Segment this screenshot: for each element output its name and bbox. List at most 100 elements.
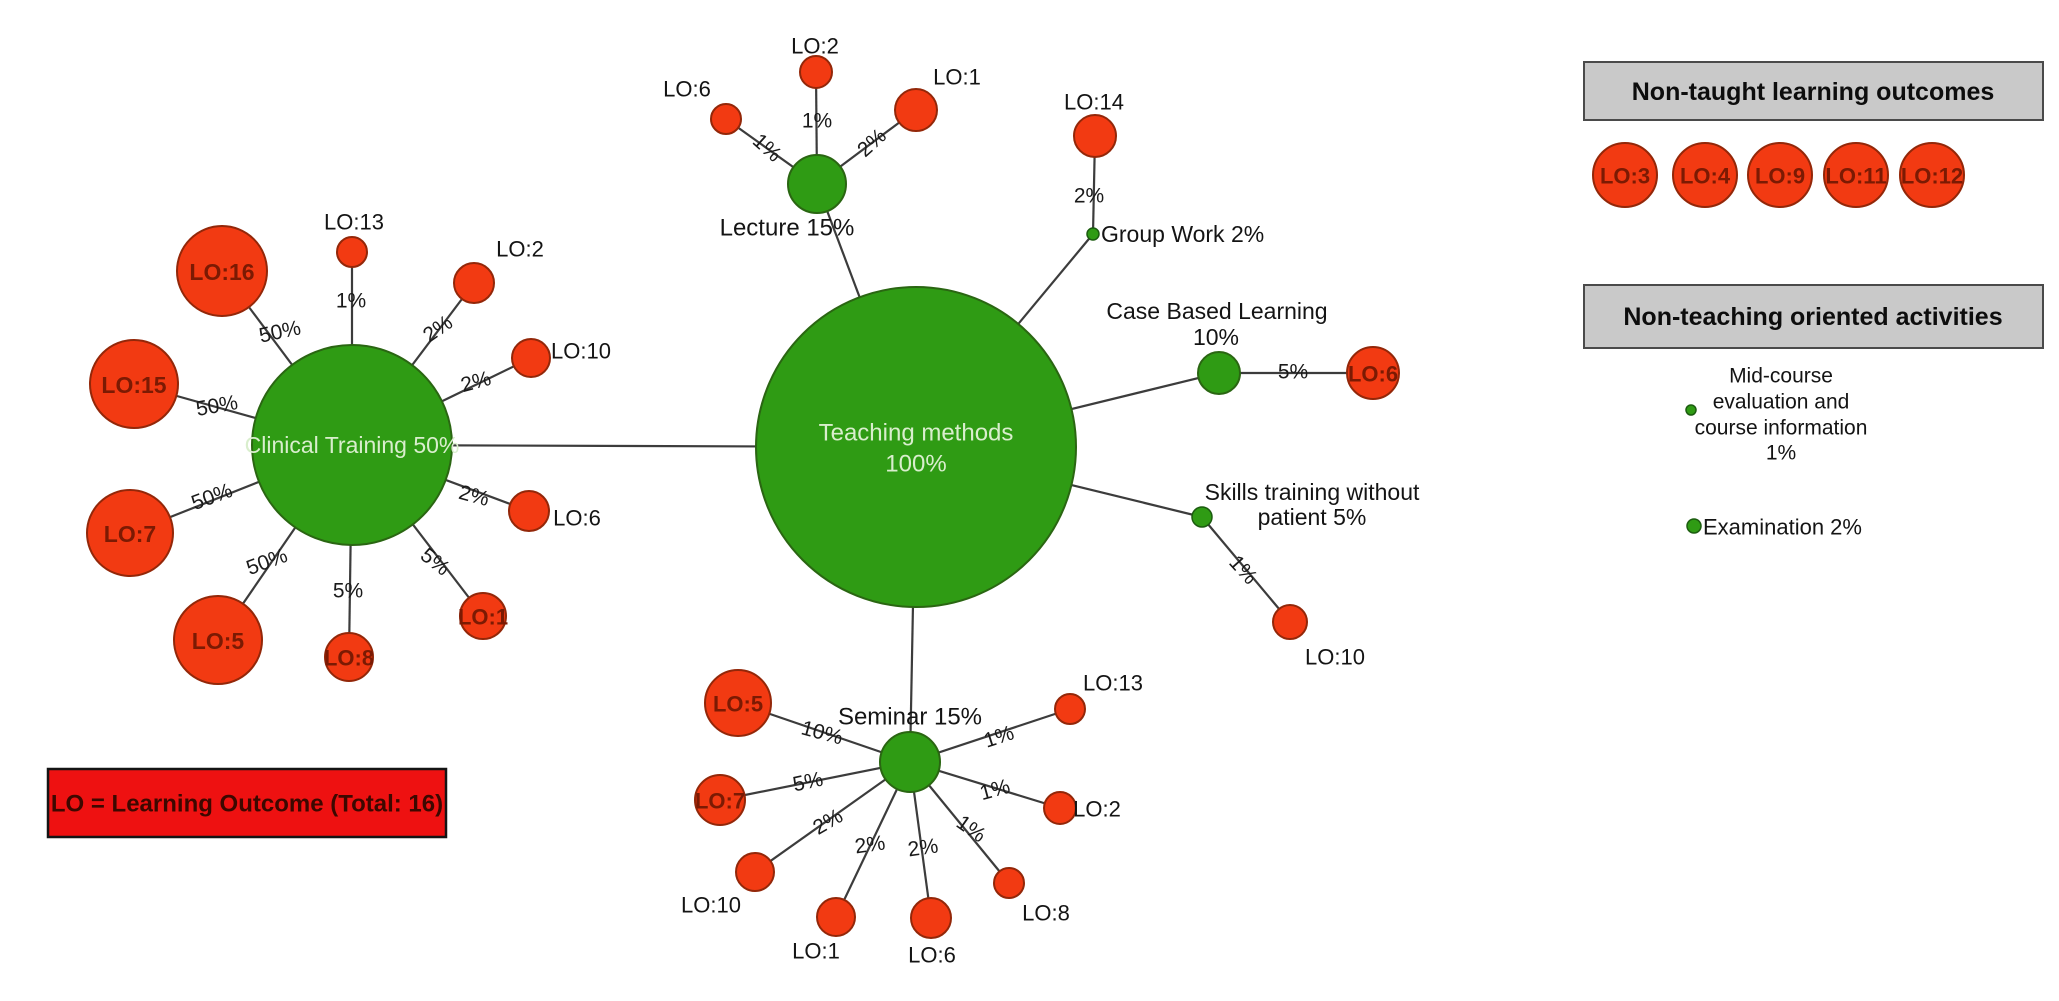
lecture-lo2-label: LO:2	[791, 34, 839, 59]
seminar-lo6-label: LO:6	[908, 943, 956, 968]
lecture-label: Lecture 15%	[720, 215, 855, 242]
edge-seminar-lo10	[754, 761, 911, 873]
nontaught-lo9-label: LO:9	[1755, 164, 1805, 189]
seminar-label: Seminar 15%	[838, 704, 982, 731]
clinical-lo7-label: LO:7	[104, 521, 156, 547]
seminar-lo8-label: LO:8	[1022, 901, 1070, 926]
hub-labels: Teaching methods 100% Clinical Training …	[245, 215, 1420, 731]
pct-seminar-lo13: 1%	[981, 721, 1017, 752]
edge-skills-lo10	[1201, 516, 1291, 623]
pct-clinical-lo15: 50%	[194, 391, 239, 421]
node-groupwork-lo14	[1073, 114, 1117, 158]
clinical-training-label: Clinical Training 50%	[245, 432, 460, 458]
case-based-label: Case Based Learning	[1106, 298, 1327, 324]
mid-course-line2: evaluation and	[1713, 391, 1850, 414]
group-work-label: Group Work 2%	[1101, 221, 1264, 247]
node-lecture-lo6	[710, 103, 742, 135]
non-teaching-header-box	[1583, 284, 2044, 349]
pct-clinical-lo16: 50%	[257, 316, 303, 347]
pct-clinical-lo10: 2%	[458, 367, 493, 397]
node-clinical-lo10	[511, 338, 551, 378]
pct-lecture-lo1: 2%	[853, 124, 891, 161]
nontaught-lo11-label: LO:11	[1825, 164, 1886, 189]
node-clinical-lo15	[89, 339, 179, 429]
pct-clinical-lo13: 1%	[336, 290, 366, 313]
node-clinical-lo7	[86, 489, 174, 577]
seminar-lo10-label: LO:10	[681, 893, 741, 918]
legend-text: LO = Learning Outcome (Total: 16)	[51, 791, 443, 818]
node-seminar-lo13	[1054, 693, 1086, 725]
node-seminar-lo5	[704, 669, 772, 737]
node-lecture-lo2	[799, 55, 833, 89]
node-nontaught-lo9	[1747, 142, 1813, 208]
node-lecture-lo1	[894, 88, 938, 132]
pct-groupwork-lo14: 2%	[1074, 185, 1104, 208]
node-outer-labels: LO:13 LO:2 LO:10 LO:6 LO:6 LO:2 LO:1 LO:…	[324, 34, 1365, 968]
lecture-lo1-label: LO:1	[933, 65, 981, 90]
node-casebased-lo6	[1346, 346, 1400, 400]
panel-non-taught: Non-taught learning outcomes LO:3 LO:4 L…	[1583, 61, 2044, 208]
node-mid-course-dot	[1685, 404, 1697, 416]
mid-course-line1: Mid-course	[1729, 365, 1833, 388]
pct-seminar-lo1: 2%	[853, 831, 886, 858]
non-taught-header-box	[1583, 61, 2044, 121]
seminar-lo1-label: LO:1	[792, 939, 840, 964]
seminar-lo5-label: LO:5	[713, 692, 763, 717]
examination-label: Examination 2%	[1703, 515, 1862, 540]
pct-clinical-lo6: 2%	[456, 481, 491, 511]
clinical-lo15-label: LO:15	[101, 372, 166, 398]
panel-non-teaching: Non-teaching oriented activities Mid-cou…	[1583, 284, 2044, 540]
seminar-lo13-label: LO:13	[1083, 671, 1143, 696]
pct-seminar-lo6: 2%	[906, 834, 939, 861]
pct-lecture-lo2: 1%	[802, 110, 832, 133]
node-clinical-lo5	[173, 595, 263, 685]
node-case-based-learning	[1197, 351, 1241, 395]
nontaught-lo12-label: LO:12	[1901, 164, 1963, 189]
node-seminar-lo1	[816, 897, 856, 937]
node-seminar-lo6	[910, 897, 952, 939]
node-seminar-lo10	[735, 852, 775, 892]
node-teaching-methods	[755, 286, 1077, 608]
clinical-lo13-label: LO:13	[324, 210, 384, 235]
node-nontaught-lo3	[1592, 142, 1658, 208]
case-based-pct: 10%	[1193, 324, 1239, 350]
node-seminar-lo8	[993, 867, 1025, 899]
skills-label-line2: patient 5%	[1258, 504, 1367, 530]
clinical-lo16-label: LO:16	[189, 259, 254, 285]
node-examination-dot	[1686, 518, 1702, 534]
node-lecture	[787, 154, 847, 214]
skills-label-line1: Skills training without	[1205, 479, 1420, 505]
mid-course-line3: course information	[1695, 417, 1868, 440]
node-inner-labels: LO:16 LO:15 LO:7 LO:5 LO:8 LO:1 LO:6 LO:…	[101, 259, 1398, 814]
clinical-lo2-label: LO:2	[496, 237, 544, 262]
pct-seminar-lo2: 1%	[977, 775, 1012, 805]
nontaught-lo4-label: LO:4	[1680, 164, 1731, 189]
lecture-lo6-label: LO:6	[663, 77, 711, 102]
clinical-lo8-label: LO:8	[324, 646, 374, 671]
clinical-lo1-label: LO:1	[458, 605, 508, 630]
node-seminar-lo2	[1043, 791, 1077, 825]
pct-clinical-lo8: 5%	[333, 580, 363, 603]
node-clinical-lo13	[336, 236, 368, 268]
mid-course-pct: 1%	[1766, 442, 1796, 465]
node-clinical-training	[251, 344, 453, 546]
casebased-lo6-label: LO:6	[1348, 362, 1398, 387]
seminar-lo2-label: LO:2	[1073, 797, 1121, 822]
pct-casebased-lo6: 5%	[1278, 361, 1308, 384]
pct-lecture-lo6: 1%	[748, 129, 786, 166]
node-skills-lo10	[1272, 604, 1308, 640]
pct-clinical-lo5: 50%	[243, 544, 290, 580]
node-seminar-lo7	[694, 774, 746, 826]
pct-clinical-lo1: 5%	[416, 544, 454, 581]
node-clinical-lo2	[453, 262, 495, 304]
clinical-lo6-label: LO:6	[553, 506, 601, 531]
node-seminar	[879, 731, 941, 793]
legend: LO = Learning Outcome (Total: 16)	[46, 767, 448, 839]
pct-seminar-lo8: 1%	[952, 811, 990, 847]
node-clinical-lo16	[176, 225, 268, 317]
groupwork-lo14-label: LO:14	[1064, 90, 1124, 115]
node-clinical-lo1	[459, 592, 507, 640]
node-nontaught-lo4	[1672, 142, 1738, 208]
